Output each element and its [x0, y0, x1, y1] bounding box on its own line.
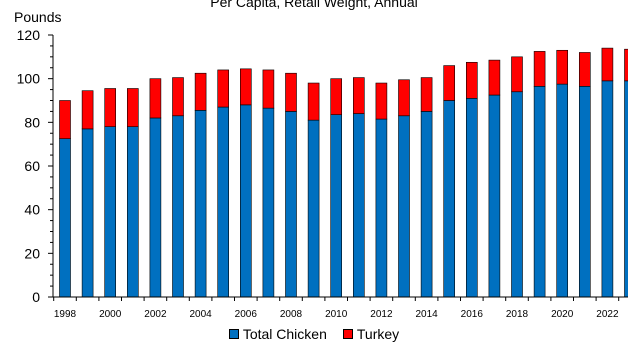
bar-turkey — [511, 56, 523, 93]
bar-total-chicken — [488, 94, 501, 298]
bar-turkey — [601, 47, 614, 82]
bar-total-chicken — [307, 119, 320, 298]
bar-turkey — [59, 100, 71, 140]
legend-item-turkey: Turkey — [342, 326, 400, 342]
bar-turkey — [352, 77, 365, 114]
bar-total-chicken — [172, 115, 184, 298]
y-axis-label: Pounds — [14, 9, 62, 25]
y-tick-label: 80 — [24, 114, 40, 130]
bar-total-chicken — [375, 118, 388, 298]
legend-swatch-chicken — [228, 329, 239, 339]
bar-turkey — [285, 72, 297, 112]
bar-turkey — [330, 78, 343, 115]
x-tick-label: 2010 — [325, 309, 348, 320]
legend-label-turkey: Turkey — [356, 326, 400, 342]
stacked-bar-chart: 0 20 40 60 80 100 120 1998 2000 2002 2004 2006 2008 2… — [17, 27, 628, 320]
x-tick-label: 2008 — [280, 309, 303, 320]
bar-total-chicken — [59, 138, 71, 298]
bar-turkey — [578, 52, 591, 87]
bar-total-chicken — [194, 110, 207, 298]
bar-total-chicken — [262, 107, 275, 298]
legend-item-chicken: Total Chicken — [228, 326, 327, 342]
bar-turkey — [217, 69, 229, 108]
bar-turkey — [172, 77, 184, 117]
bar-total-chicken — [556, 83, 569, 298]
x-tick-label: 2006 — [235, 309, 258, 320]
x-tick-label: 2018 — [506, 309, 529, 320]
x-tick-label: 2012 — [370, 309, 393, 320]
y-tick-label: 100 — [17, 71, 41, 87]
bar-total-chicken — [578, 86, 591, 298]
bar-turkey — [194, 72, 207, 111]
bar-total-chicken — [398, 115, 410, 298]
x-tick-label: 2002 — [144, 309, 167, 320]
legend-label-chicken: Total Chicken — [242, 326, 327, 342]
legend-swatch-turkey — [342, 329, 353, 339]
bar-total-chicken — [624, 80, 628, 298]
bar-turkey — [127, 88, 139, 127]
bar-total-chicken — [104, 126, 116, 298]
bar-total-chicken — [285, 111, 297, 298]
bar-turkey — [624, 48, 628, 82]
bar-turkey — [533, 51, 546, 87]
bar-turkey — [398, 79, 410, 117]
y-tick-label: 60 — [24, 158, 40, 174]
bar-turkey — [262, 69, 275, 109]
bar-turkey — [149, 78, 162, 119]
bar-turkey — [375, 82, 388, 120]
bar-turkey — [81, 90, 94, 130]
x-tick-label: 2016 — [461, 309, 484, 320]
bar-turkey — [307, 82, 320, 121]
bar-total-chicken — [127, 126, 139, 298]
x-tick-label: 2020 — [551, 309, 574, 320]
bar-total-chicken — [420, 111, 433, 298]
bar-total-chicken — [240, 104, 252, 298]
legend: Total Chicken Turkey — [0, 325, 628, 343]
bar-total-chicken — [330, 114, 343, 298]
bar-total-chicken — [217, 106, 229, 298]
x-tick-label: 2000 — [99, 309, 122, 320]
bar-total-chicken — [149, 117, 162, 298]
y-tick-label: 0 — [32, 289, 40, 305]
bar-turkey — [443, 65, 456, 101]
bar-turkey — [420, 77, 433, 112]
x-tick-label: 2004 — [189, 309, 212, 320]
bar-turkey — [488, 59, 501, 96]
bar-turkey — [465, 61, 478, 99]
chart-subtitle: Per Capita, Retail Weight, Annual — [210, 0, 418, 10]
bar-total-chicken — [81, 128, 94, 298]
bar-turkey — [104, 88, 116, 127]
x-tick-label: 2022 — [596, 309, 619, 320]
y-tick-label: 40 — [24, 202, 40, 218]
y-tick-label: 20 — [24, 245, 40, 261]
bar-turkey — [240, 68, 252, 106]
bar-total-chicken — [511, 91, 523, 298]
bar-total-chicken — [533, 86, 546, 298]
bar-total-chicken — [465, 98, 478, 298]
bar-total-chicken — [601, 80, 614, 298]
x-tick-label: 2014 — [415, 309, 438, 320]
bar-total-chicken — [443, 100, 456, 298]
x-tick-label: 1998 — [54, 309, 77, 320]
bar-total-chicken — [352, 113, 365, 298]
bar-turkey — [556, 49, 569, 85]
y-tick-label: 120 — [17, 27, 41, 43]
